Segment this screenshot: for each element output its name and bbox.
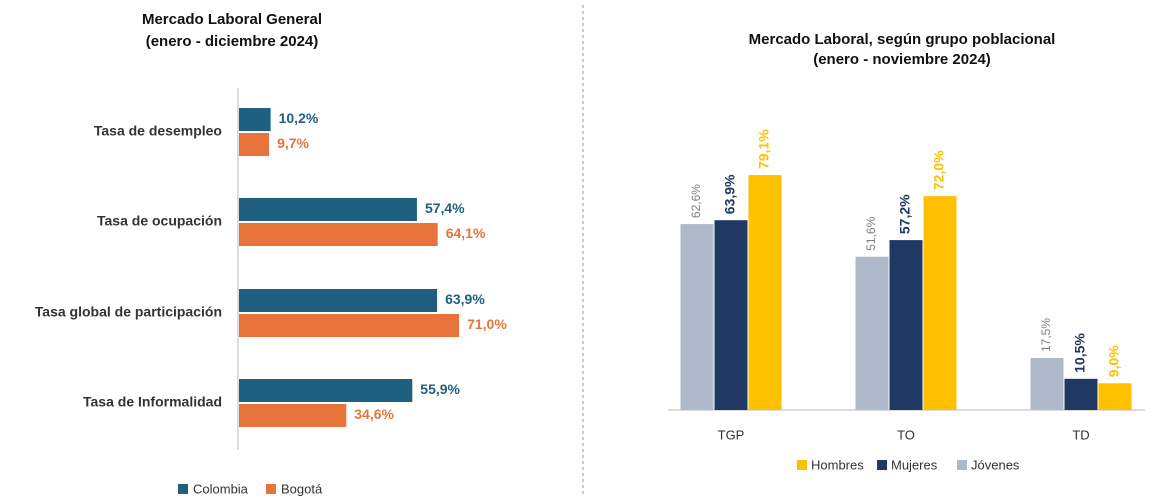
value-label: 63,9% <box>445 291 485 307</box>
legend-label: Colombia <box>193 481 249 496</box>
chart-title: (enero - diciembre 2024) <box>146 33 319 50</box>
chart-title: Mercado Laboral General <box>142 11 322 28</box>
legend-swatch <box>957 460 967 470</box>
legend-swatch <box>877 460 887 470</box>
category-label: Tasa global de participación <box>35 304 222 320</box>
chart-title: Mercado Laboral, según grupo poblacional <box>749 31 1056 48</box>
bar <box>239 223 438 246</box>
category-label: TD <box>1072 427 1089 442</box>
legend-swatch <box>266 484 276 494</box>
value-label: 10,5% <box>1072 333 1088 373</box>
chart-title: (enero - noviembre 2024) <box>813 51 991 68</box>
value-label: 9,7% <box>277 135 309 151</box>
legend-label: Jóvenes <box>971 457 1020 472</box>
category-label: TO <box>897 427 915 442</box>
value-label: 57,2% <box>897 194 913 234</box>
bar <box>680 224 714 410</box>
bar <box>239 379 413 402</box>
value-label: 63,9% <box>722 174 738 214</box>
category-label: Tasa de Informalidad <box>83 394 222 410</box>
category-label: TGP <box>718 427 745 442</box>
bar <box>239 133 270 156</box>
bar <box>239 198 417 221</box>
value-label: 10,2% <box>279 110 319 126</box>
bar <box>889 240 923 410</box>
value-label: 79,1% <box>756 129 772 169</box>
legend-label: Bogotá <box>281 481 323 496</box>
legend-swatch <box>797 460 807 470</box>
category-label: Tasa de ocupación <box>97 213 222 229</box>
bar <box>239 289 438 312</box>
legend-label: Mujeres <box>891 457 938 472</box>
value-label: 17,5% <box>1039 318 1053 352</box>
bar <box>239 314 460 337</box>
bar <box>923 196 957 410</box>
bar <box>855 256 889 410</box>
bar <box>1098 383 1132 410</box>
bar <box>1030 358 1064 410</box>
value-label: 55,9% <box>420 381 460 397</box>
bar <box>714 220 748 410</box>
legend-label: Hombres <box>811 457 864 472</box>
value-label: 57,4% <box>425 200 465 216</box>
bar <box>1064 378 1098 410</box>
category-label: Tasa de desempleo <box>94 123 222 139</box>
bar <box>239 404 347 427</box>
value-label: 62,6% <box>689 184 703 218</box>
bar <box>748 175 782 410</box>
value-label: 34,6% <box>354 406 394 422</box>
value-label: 64,1% <box>446 225 486 241</box>
value-label: 71,0% <box>467 316 507 332</box>
value-label: 51,6% <box>864 216 878 250</box>
bar <box>239 108 271 131</box>
legend-swatch <box>178 484 188 494</box>
value-label: 9,0% <box>1106 345 1122 377</box>
value-label: 72,0% <box>931 150 947 190</box>
